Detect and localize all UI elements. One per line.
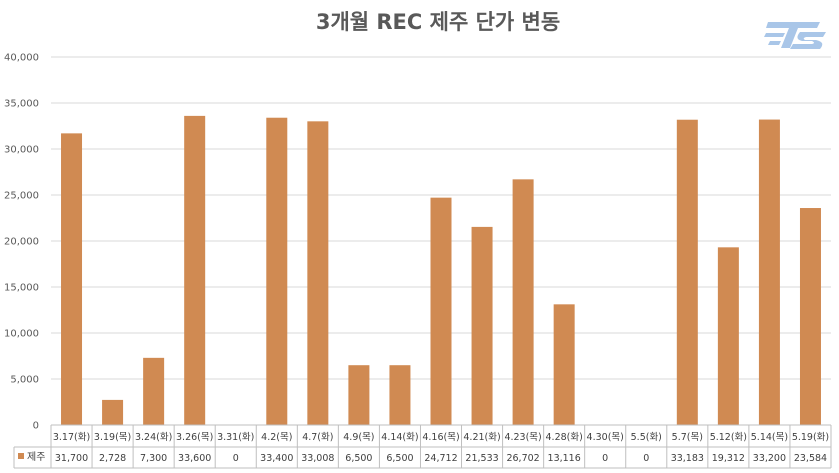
data-label: 23,584 xyxy=(794,453,827,464)
bar xyxy=(266,117,288,425)
y-tick-label: 5,000 xyxy=(10,375,39,386)
data-label: 13,116 xyxy=(548,453,581,464)
y-axis: 0 5,000 10,000 15,000 20,000 25,000 30,000 35,0… xyxy=(4,53,39,432)
data-label: 31,700 xyxy=(55,453,88,464)
x-tick-label: 4.9(목) xyxy=(343,432,374,443)
legend-swatch xyxy=(18,453,24,459)
data-label: 2,728 xyxy=(99,453,126,464)
x-tick-label: 3.24(화) xyxy=(135,432,172,443)
bar xyxy=(758,119,780,425)
data-label: 6,500 xyxy=(345,453,372,464)
x-tick-label: 4.16(목) xyxy=(422,432,459,443)
data-label: 24,712 xyxy=(424,453,457,464)
x-tick-label: 4.28(화) xyxy=(546,432,583,443)
bar xyxy=(61,133,83,426)
y-tick-label: 10,000 xyxy=(4,329,39,340)
data-label: 21,533 xyxy=(465,453,498,464)
x-tick-label: 4.14(화) xyxy=(381,432,418,443)
bar xyxy=(512,179,534,425)
data-label: 0 xyxy=(602,453,608,464)
x-tick-label: 3.17(화) xyxy=(53,432,90,443)
ts-logo xyxy=(764,22,826,49)
bar xyxy=(553,304,575,425)
data-label: 0 xyxy=(233,453,239,464)
bar xyxy=(430,197,452,425)
x-tick-label: 4.7(화) xyxy=(302,432,333,443)
x-tick-label: 4.21(화) xyxy=(463,432,500,443)
x-tick-label: 5.12(화) xyxy=(710,432,747,443)
x-tick-label: 5.19(화) xyxy=(792,432,829,443)
x-tick-label: 5.7(목) xyxy=(672,432,703,443)
y-tick-label: 0 xyxy=(33,421,39,432)
bar xyxy=(799,208,821,425)
bar xyxy=(102,399,124,425)
x-tick-label: 3.26(목) xyxy=(176,432,213,443)
bar xyxy=(676,119,698,425)
bar xyxy=(307,121,329,425)
x-tick-label: 5.14(목) xyxy=(751,432,788,443)
bar xyxy=(348,365,370,425)
y-tick-label: 40,000 xyxy=(4,53,39,64)
data-label: 33,183 xyxy=(671,453,704,464)
bar xyxy=(184,115,206,425)
y-tick-label: 30,000 xyxy=(4,145,39,156)
bar xyxy=(471,226,493,425)
x-tick-label: 4.2(목) xyxy=(261,432,292,443)
chart-title: 3개월 REC 제주 단가 변동 xyxy=(316,10,560,34)
data-label: 33,200 xyxy=(753,453,786,464)
x-tick-label: 3.31(화) xyxy=(217,432,254,443)
y-tick-label: 25,000 xyxy=(4,191,39,202)
data-label: 33,400 xyxy=(260,453,293,464)
x-tick-label: 4.23(목) xyxy=(504,432,541,443)
data-label: 33,600 xyxy=(178,453,211,464)
data-label: 26,702 xyxy=(506,453,539,464)
y-tick-label: 20,000 xyxy=(4,237,39,248)
bar xyxy=(389,365,411,425)
data-label: 19,312 xyxy=(712,453,745,464)
y-tick-label: 35,000 xyxy=(4,99,39,110)
y-tick-label: 15,000 xyxy=(4,283,39,294)
data-table: 3.17(화) 31,700 3.19(목) 2,728 3.24(화) 7,300 3.2… xyxy=(13,424,832,469)
x-tick-label: 3.19(목) xyxy=(94,432,131,443)
legend-label: 제주 xyxy=(27,451,45,463)
bar xyxy=(143,357,165,425)
x-tick-label: 5.5(화) xyxy=(631,432,662,443)
data-label: 33,008 xyxy=(301,453,334,464)
data-label: 0 xyxy=(643,453,649,464)
bar xyxy=(717,247,739,425)
data-label: 7,300 xyxy=(140,453,167,464)
x-tick-label: 4.30(목) xyxy=(587,432,624,443)
bars xyxy=(61,115,821,426)
data-label: 6,500 xyxy=(386,453,413,464)
